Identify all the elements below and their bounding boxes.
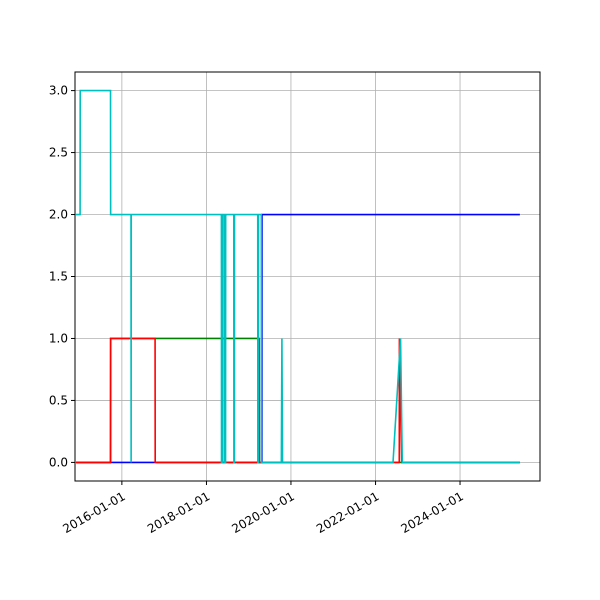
y-tick-label: 0.0 <box>49 455 68 469</box>
y-tick-label: 1.0 <box>49 331 68 345</box>
series-layer <box>76 89 520 464</box>
y-tick-label: 3.0 <box>49 84 68 98</box>
y-tick-label: 0.5 <box>49 393 68 407</box>
y-axis: 0.0 0.5 1.0 1.5 2.0 2.5 3.0 <box>49 84 75 469</box>
y-tick-label: 2.0 <box>49 208 68 222</box>
y-tick-label: 2.5 <box>49 146 68 160</box>
series-line-4 <box>76 89 520 464</box>
y-tick-label: 1.5 <box>49 270 68 284</box>
